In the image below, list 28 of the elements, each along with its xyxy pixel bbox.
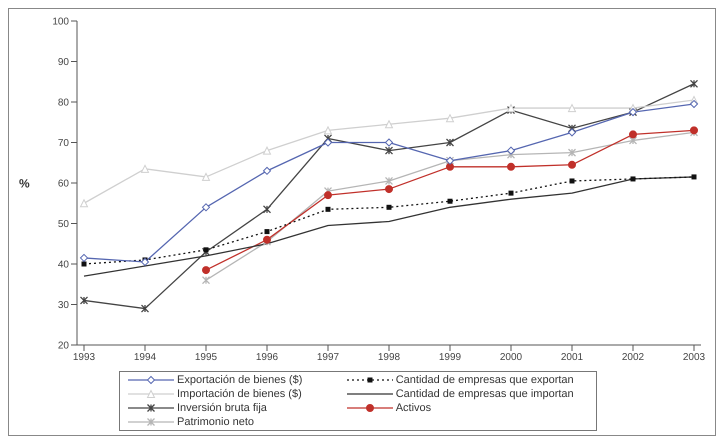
x-tick-label: 2002	[622, 352, 645, 364]
y-tick-label: 30	[58, 300, 70, 312]
legend-label: Inversión bruta fija	[177, 402, 267, 414]
legend-label: Cantidad de empresas que exportan	[396, 374, 574, 386]
x-tick-label: 1998	[378, 352, 401, 364]
x-tick-label: 1993	[72, 352, 96, 364]
x-tick-label: 1999	[438, 352, 462, 364]
y-tick-label: 80	[58, 98, 70, 109]
y-tick-label: 70	[58, 138, 70, 150]
y-tick-label: 100	[52, 16, 70, 28]
y-tick-label: 20	[58, 340, 70, 352]
y-tick-label: 90	[58, 57, 70, 68]
x-tick-label: 1995	[194, 352, 218, 364]
x-tick-label: 1996	[256, 352, 279, 364]
x-tick-label: 1997	[316, 352, 340, 364]
x-tick-label: 1994	[134, 352, 157, 364]
legend-label: Exportación de bienes ($)	[177, 374, 302, 386]
x-tick-label: 2003	[682, 352, 706, 364]
y-tick-label: 50	[58, 219, 70, 230]
y-tick-label: 40	[58, 260, 70, 271]
legend-label: Cantidad de empresas que importan	[396, 388, 574, 400]
x-tick-label: 2000	[500, 352, 523, 364]
legend-label: Patrimonio neto	[177, 416, 254, 428]
y-axis-title: %	[19, 176, 30, 190]
legend-label: Activos	[396, 402, 432, 414]
y-tick-label: 60	[58, 178, 70, 190]
x-tick-label: 2001	[560, 352, 584, 364]
legend-label: Importación de bienes ($)	[177, 388, 302, 400]
